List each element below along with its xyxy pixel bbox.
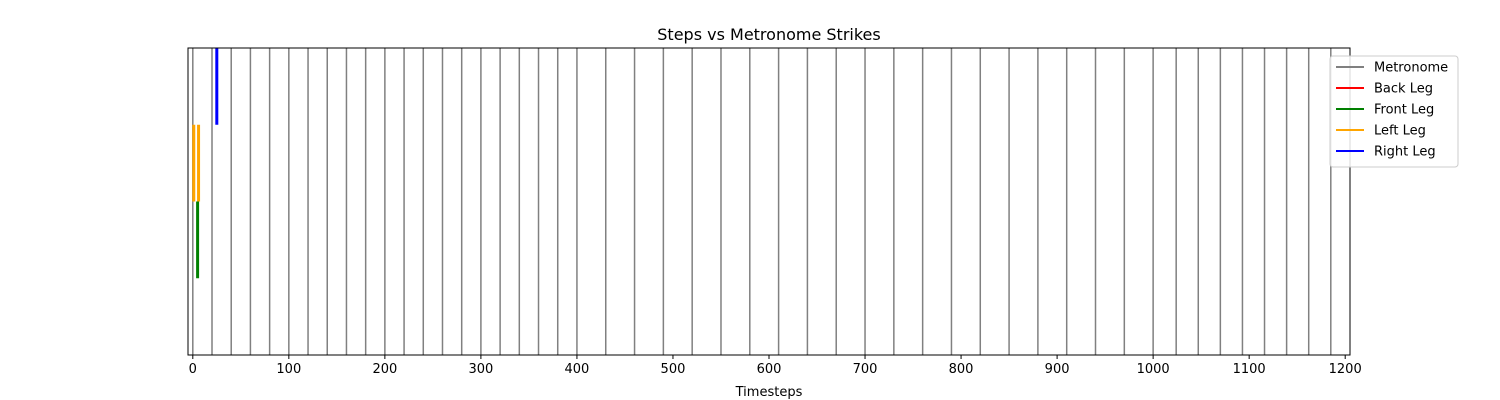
x-tick-label-12: 1200 bbox=[1329, 362, 1362, 377]
x-tick-label-6: 600 bbox=[757, 362, 782, 377]
legend-label-left-leg: Left Leg bbox=[1374, 124, 1426, 139]
x-tick-label-3: 300 bbox=[468, 362, 493, 377]
legend-label-metronome: Metronome bbox=[1374, 61, 1448, 76]
legend-label-right-leg: Right Leg bbox=[1374, 145, 1436, 160]
x-tick-label-5: 500 bbox=[661, 362, 686, 377]
legend-label-front-leg: Front Leg bbox=[1374, 103, 1434, 118]
x-tick-label-9: 900 bbox=[1045, 362, 1070, 377]
x-tick-label-10: 1000 bbox=[1137, 362, 1170, 377]
x-axis-label: Timesteps bbox=[735, 385, 803, 400]
x-tick-label-7: 700 bbox=[853, 362, 878, 377]
event-lines bbox=[192, 48, 219, 279]
x-axis: 0 100 200 300 400 500 600 700 800 900 1000 1100 1200 bbox=[189, 355, 1362, 377]
x-tick-label-0: 0 bbox=[189, 362, 197, 377]
chart-title: Steps vs Metronome Strikes bbox=[657, 25, 880, 44]
legend-label-back-leg: Back Leg bbox=[1374, 82, 1433, 97]
x-tick-label-4: 400 bbox=[565, 362, 590, 377]
metronome-lines bbox=[192, 48, 1332, 355]
x-tick-label-2: 200 bbox=[372, 362, 397, 377]
legend: Metronome Back Leg Front Leg Left Leg Right … bbox=[1329, 55, 1459, 168]
x-tick-label-8: 800 bbox=[949, 362, 974, 377]
legend-box bbox=[1329, 55, 1459, 168]
x-tick-label-1: 100 bbox=[276, 362, 301, 377]
x-tick-label-11: 1100 bbox=[1233, 362, 1266, 377]
